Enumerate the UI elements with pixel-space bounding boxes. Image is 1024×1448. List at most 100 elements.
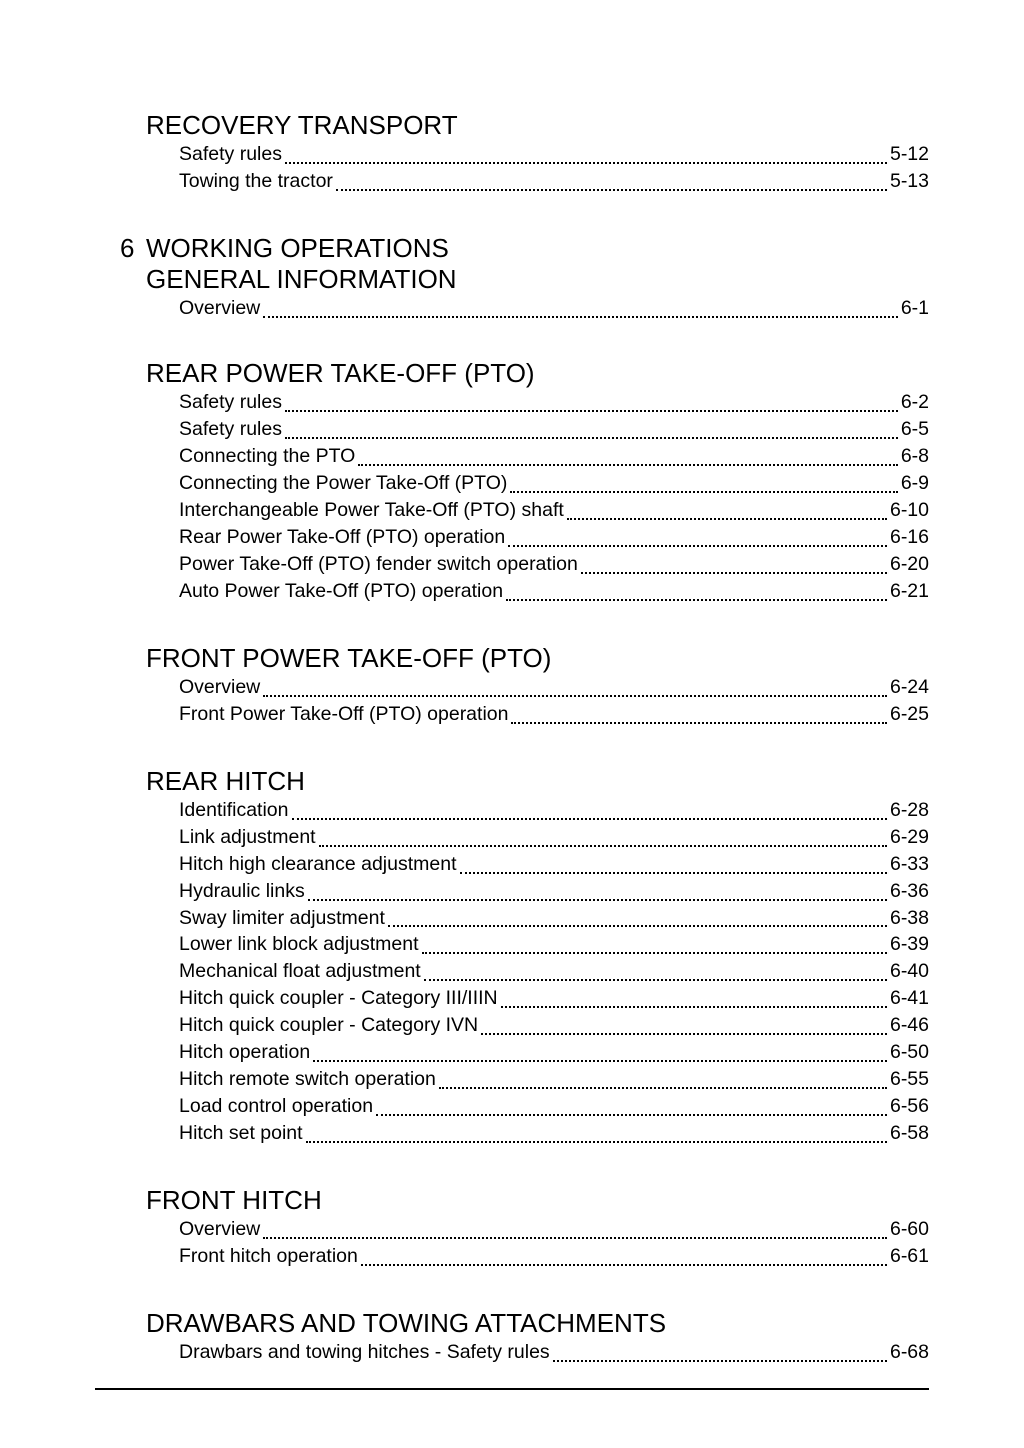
section-rear-pto: REAR POWER TAKE-OFF (PTO) Safety rules 6-…	[146, 358, 929, 604]
toc-label: Hitch high clearance adjustment	[179, 851, 457, 878]
toc-dots	[388, 915, 887, 928]
toc-list-front-hitch: Overview 6-60 Front hitch operation 6-61	[146, 1216, 929, 1270]
toc-row: Hydraulic links6-36	[179, 878, 929, 905]
toc-page: 6-56	[890, 1093, 929, 1120]
toc-row: Rear Power Take-Off (PTO) operation 6-16	[179, 524, 929, 551]
toc-row: Hitch set point6-58	[179, 1120, 929, 1147]
toc-label: Safety rules	[179, 389, 282, 416]
footer-rule	[95, 1388, 929, 1390]
toc-page: 6-2	[901, 389, 929, 416]
toc-label: Overview	[179, 1216, 260, 1243]
toc-label: Hydraulic links	[179, 878, 305, 905]
chapter-6-header: 6 WORKING OPERATIONS	[120, 233, 929, 264]
toc-row: Safety rules 5-12	[179, 141, 929, 168]
toc-row: Lower link block adjustment 6-39	[179, 931, 929, 958]
toc-row: Overview6-24	[179, 674, 929, 701]
toc-dots	[336, 178, 887, 191]
section-title-drawbars: DRAWBARS AND TOWING ATTACHMENTS	[146, 1308, 929, 1339]
toc-dots	[263, 306, 898, 319]
toc-page: 6-68	[890, 1339, 929, 1366]
toc-row: Hitch operation 6-50	[179, 1039, 929, 1066]
toc-page: 6-40	[890, 958, 929, 985]
toc-page: 6-16	[890, 524, 929, 551]
toc-list-drawbars: Drawbars and towing hitches - Safety rul…	[146, 1339, 929, 1366]
toc-row: Load control operation 6-56	[179, 1093, 929, 1120]
section-title-front-hitch: FRONT HITCH	[146, 1185, 929, 1216]
toc-page: 6-60	[890, 1216, 929, 1243]
toc-page: 6-41	[890, 985, 929, 1012]
toc-row: Drawbars and towing hitches - Safety rul…	[179, 1339, 929, 1366]
toc-dots	[510, 480, 897, 493]
toc-page: 6-10	[890, 497, 929, 524]
chapter-title: WORKING OPERATIONS	[146, 233, 449, 264]
toc-row: Connecting the Power Take-Off (PTO) 6-9	[179, 470, 929, 497]
toc-list-recovery: Safety rules 5-12 Towing the tractor 5-1…	[146, 141, 929, 195]
toc-dots	[508, 534, 887, 547]
toc-label: Overview	[179, 674, 260, 701]
toc-label: Connecting the Power Take-Off (PTO)	[179, 470, 507, 497]
section-front-hitch: FRONT HITCH Overview 6-60 Front hitch ope…	[146, 1185, 929, 1270]
toc-page: 6-46	[890, 1012, 929, 1039]
toc-page: 6-61	[890, 1243, 929, 1270]
toc-row: Identification 6-28	[179, 797, 929, 824]
toc-label: Hitch operation	[179, 1039, 310, 1066]
toc-label: Auto Power Take-Off (PTO) operation	[179, 578, 503, 605]
chapter-number: 6	[120, 233, 138, 264]
toc-page: 6-39	[890, 931, 929, 958]
toc-label: Towing the tractor	[179, 168, 333, 195]
toc-page: 6-33	[890, 851, 929, 878]
toc-row: Auto Power Take-Off (PTO) operation 6-21	[179, 578, 929, 605]
toc-row: Connecting the PTO 6-8	[179, 443, 929, 470]
toc-dots	[511, 711, 886, 724]
toc-list-front-pto: Overview6-24 Front Power Take-Off (PTO) …	[146, 674, 929, 728]
toc-dots	[319, 834, 887, 847]
toc-list-rear-hitch: Identification 6-28 Link adjustment6-29 H…	[146, 797, 929, 1147]
toc-row: Link adjustment6-29	[179, 824, 929, 851]
section-title-rear-pto: REAR POWER TAKE-OFF (PTO)	[146, 358, 929, 389]
toc-dots	[285, 151, 887, 164]
section-front-pto: FRONT POWER TAKE-OFF (PTO) Overview6-24 …	[146, 643, 929, 728]
toc-page: 6-9	[901, 470, 929, 497]
section-title-recovery: RECOVERY TRANSPORT	[146, 110, 929, 141]
toc-label: Hitch quick coupler - Category III/IIIN	[179, 985, 498, 1012]
section-title-front-pto: FRONT POWER TAKE-OFF (PTO)	[146, 643, 929, 674]
toc-dots	[481, 1022, 887, 1035]
toc-page: 6-21	[890, 578, 929, 605]
toc-dots	[263, 684, 887, 697]
toc-label: Mechanical float adjustment	[179, 958, 421, 985]
section-title-rear-hitch: REAR HITCH	[146, 766, 929, 797]
toc-label: Interchangeable Power Take-Off (PTO) sha…	[179, 497, 564, 524]
toc-page: 6-28	[890, 797, 929, 824]
toc-dots	[581, 561, 887, 574]
toc-row: Overview 6-60	[179, 1216, 929, 1243]
toc-dots	[422, 942, 887, 955]
toc-row: Hitch remote switch operation6-55	[179, 1066, 929, 1093]
toc-label: Front hitch operation	[179, 1243, 358, 1270]
toc-label: Hitch set point	[179, 1120, 303, 1147]
toc-label: Identification	[179, 797, 289, 824]
section-rear-hitch: REAR HITCH Identification 6-28 Link adjus…	[146, 766, 929, 1147]
toc-label: Power Take-Off (PTO) fender switch opera…	[179, 551, 578, 578]
toc-label: Hitch quick coupler - Category IVN	[179, 1012, 478, 1039]
toc-label: Connecting the PTO	[179, 443, 355, 470]
toc-label: Rear Power Take-Off (PTO) operation	[179, 524, 505, 551]
toc-page: 6-38	[890, 905, 929, 932]
toc-label: Lower link block adjustment	[179, 931, 419, 958]
toc-label: Front Power Take-Off (PTO) operation	[179, 701, 508, 728]
toc-label: Overview	[179, 295, 260, 322]
toc-label: Load control operation	[179, 1093, 373, 1120]
toc-label: Sway limiter adjustment	[179, 905, 385, 932]
toc-dots	[308, 888, 887, 901]
toc-row: Hitch quick coupler - Category IVN 6-46	[179, 1012, 929, 1039]
section-drawbars: DRAWBARS AND TOWING ATTACHMENTS Drawbars…	[146, 1308, 929, 1366]
toc-dots	[567, 507, 887, 520]
toc-label: Safety rules	[179, 416, 282, 443]
toc-page: 6-50	[890, 1039, 929, 1066]
toc-page: 6-8	[901, 443, 929, 470]
toc-dots	[292, 807, 887, 820]
toc-page: 6-20	[890, 551, 929, 578]
toc-dots	[506, 588, 887, 601]
toc-dots	[501, 995, 887, 1008]
toc-row: Front hitch operation 6-61	[179, 1243, 929, 1270]
toc-row: Power Take-Off (PTO) fender switch opera…	[179, 551, 929, 578]
